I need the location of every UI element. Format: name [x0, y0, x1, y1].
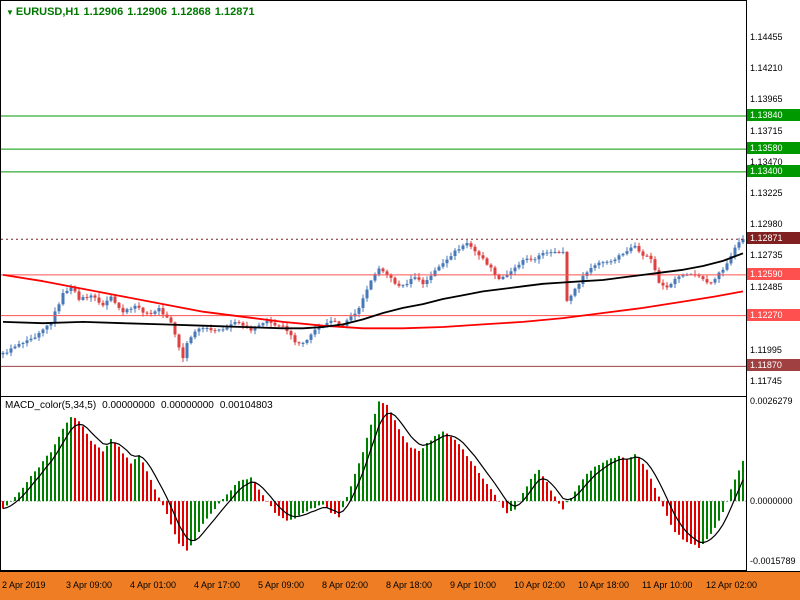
- ohlc-close: 1.12871: [214, 6, 255, 18]
- price-axis-label: 1.14210: [750, 63, 783, 73]
- time-axis-label: 2 Apr 2019: [2, 580, 46, 590]
- hline-price-label: 1.13840: [747, 109, 800, 121]
- time-axis-label: 8 Apr 18:00: [386, 580, 433, 590]
- indicator-value-3: 0.00104803: [219, 400, 273, 411]
- time-axis-label: 5 Apr 09:00: [258, 580, 305, 590]
- price-axis-label: 1.13965: [750, 94, 783, 104]
- symbol-marker-icon: ▼: [6, 8, 14, 17]
- price-axis-label: 1.12485: [750, 282, 783, 292]
- time-axis-label: 8 Apr 02:00: [322, 580, 369, 590]
- price-axis-label: 1.11745: [750, 376, 782, 386]
- macd-histogram-plot: [1, 401, 746, 551]
- time-axis-label: 12 Apr 02:00: [706, 580, 758, 590]
- macd-axis-label: 0.0000000: [750, 496, 793, 506]
- time-axis-label: 11 Apr 10:00: [642, 580, 693, 590]
- symbol-label: EURUSD,H1: [15, 6, 80, 18]
- time-axis-label: 4 Apr 17:00: [194, 580, 241, 590]
- indicator-header: MACD_color(5,34,5) 0.00000000 0.00000000 0.…: [5, 400, 279, 411]
- candlestick-plot: [1, 115, 746, 367]
- price-axis-label: 1.13715: [750, 126, 783, 136]
- time-axis-label: 10 Apr 02:00: [514, 580, 566, 590]
- price-chart-panel[interactable]: ▼ EURUSD,H1 1.12906 1.12906 1.12868 1.12871: [0, 0, 747, 397]
- indicator-value-1: 0.00000000: [102, 400, 155, 411]
- chart-header: ▼ EURUSD,H1 1.12906 1.12906 1.12868 1.12871: [6, 6, 259, 18]
- indicator-name: MACD_color(5,34,5): [5, 400, 97, 411]
- macd-indicator-panel[interactable]: MACD_color(5,34,5) 0.00000000 0.00000000 0.…: [0, 396, 747, 571]
- macd-axis-label: -0.0015789: [750, 556, 796, 566]
- time-axis-label: 10 Apr 18:00: [578, 580, 630, 590]
- macd-axis-label: 0.0026279: [750, 396, 793, 406]
- ohlc-high: 1.12906: [127, 6, 168, 18]
- price-axis-label: 1.12980: [750, 219, 783, 229]
- hline-price-label: 1.13400: [747, 165, 800, 177]
- time-axis-label: 3 Apr 09:00: [66, 580, 113, 590]
- hline-price-label: 1.11870: [747, 359, 800, 371]
- price-axis-label: 1.13225: [750, 188, 783, 198]
- time-axis[interactable]: 2 Apr 2019 3 Apr 09:00 4 Apr 01:00 4 Apr 17…: [0, 571, 800, 600]
- price-axis-label: 1.13470: [750, 157, 783, 167]
- ohlc-open: 1.12906: [83, 6, 124, 18]
- current-price-label: 1.12871: [747, 232, 800, 244]
- hline-price-label: 1.13580: [747, 142, 800, 154]
- time-axis-label: 4 Apr 01:00: [130, 580, 177, 590]
- indicator-value-2: 0.00000000: [161, 400, 214, 411]
- price-axis-label: 1.14455: [750, 32, 783, 42]
- price-axis-label: 1.11995: [750, 345, 782, 355]
- hline-price-label: 1.12270: [747, 309, 800, 321]
- hline-price-label: 1.12590: [747, 268, 800, 280]
- price-axis[interactable]: 1.14455 1.14210 1.13965 1.13840 1.13715 1.135…: [747, 0, 800, 571]
- time-axis-label: 9 Apr 10:00: [450, 580, 497, 590]
- ohlc-low: 1.12868: [171, 6, 211, 18]
- price-axis-label: 1.12735: [750, 250, 783, 260]
